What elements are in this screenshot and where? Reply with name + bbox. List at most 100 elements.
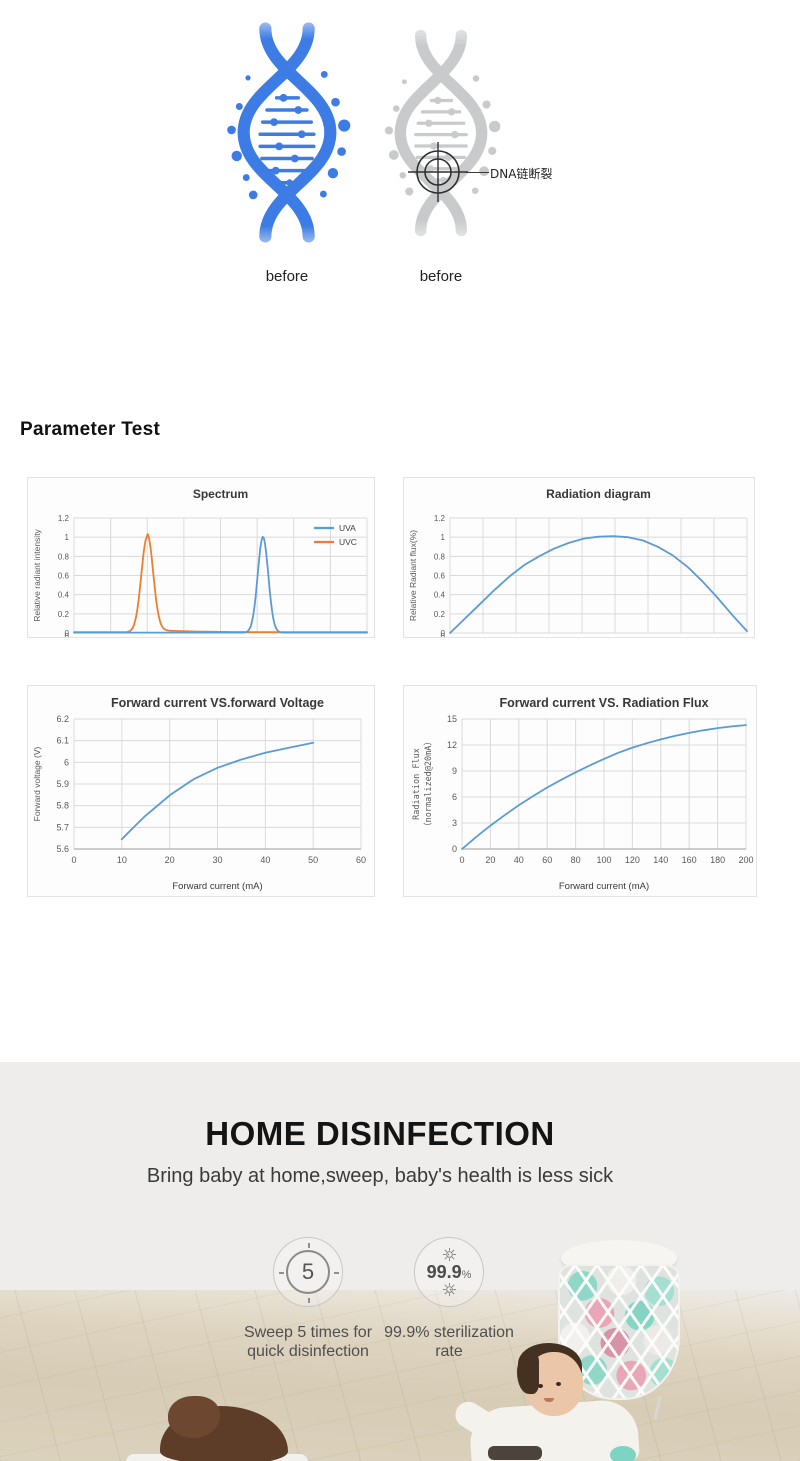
chart-radiation-diagram: 0 0.2 0.4 0.6 0.8 1 1.2 0 Radiation diagram Relat… — [403, 477, 755, 638]
dna-helix-gray — [380, 12, 502, 254]
svg-text:0: 0 — [65, 629, 70, 637]
dial-tick — [308, 1298, 310, 1303]
dna-gray-label: before — [419, 268, 463, 285]
svg-text:Forward current VS. Radiation: Forward current VS. Radiation Flux — [499, 696, 708, 710]
svg-text:0: 0 — [441, 629, 446, 637]
svg-text:1.2: 1.2 — [58, 514, 70, 523]
caption-line: quick disinfection — [247, 1343, 369, 1360]
svg-text:1: 1 — [441, 533, 446, 542]
svg-text:UVC: UVC — [339, 537, 357, 547]
svg-text:0.6: 0.6 — [58, 572, 70, 581]
svg-text:80: 80 — [571, 855, 581, 865]
svg-text:6.1: 6.1 — [56, 736, 69, 746]
svg-text:0.6: 0.6 — [434, 572, 446, 581]
sterilization-number: 99.9 — [426, 1262, 462, 1282]
dial-tick — [279, 1272, 284, 1274]
caption-line: Sweep 5 times for — [243, 1324, 373, 1341]
svg-text:0.8: 0.8 — [58, 552, 70, 561]
dna-helix-blue-graphic — [222, 5, 352, 260]
svg-text:Forward current (mA): Forward current (mA) — [559, 881, 649, 892]
svg-text:200: 200 — [738, 855, 753, 865]
svg-text:0.4: 0.4 — [434, 591, 446, 600]
svg-text:Relative radiant intensity: Relative radiant intensity — [32, 528, 42, 621]
dial-tick — [308, 1243, 310, 1248]
sterilization-badge-caption: 99.9% sterilization rate — [364, 1323, 534, 1361]
svg-text:5.6: 5.6 — [56, 844, 69, 854]
sweep-badge-caption: Sweep 5 times for quick disinfection — [218, 1323, 398, 1361]
svg-text:0: 0 — [441, 632, 446, 637]
svg-text:60: 60 — [356, 855, 366, 865]
svg-text:100: 100 — [596, 855, 611, 865]
svg-text:140: 140 — [653, 855, 668, 865]
svg-text:3: 3 — [452, 818, 457, 828]
dna-blue-label: before — [265, 268, 309, 285]
svg-text:Spectrum: Spectrum — [193, 487, 248, 501]
dna-break-annotation: DNA链断裂 — [490, 167, 553, 181]
germ-icon — [442, 1282, 456, 1297]
baby-toy — [488, 1446, 542, 1460]
caption-line: 99.9% sterilization — [384, 1324, 514, 1341]
svg-text:Radiation Flux: Radiation Flux — [412, 748, 422, 820]
svg-text:6.2: 6.2 — [56, 714, 69, 724]
svg-text:120: 120 — [625, 855, 640, 865]
home-disinfection-section: HOME DISINFECTION Bring baby at home,swe… — [0, 1062, 800, 1461]
svg-text:Forward current (mA): Forward current (mA) — [172, 881, 262, 892]
chart-current-vs-flux-plot: 0 3 6 9 12 15 0 20 40 60 80 100 120 140 160 180 200 Forwa… — [412, 696, 754, 892]
svg-text:（normalized@20mA）: （normalized@20mA） — [423, 737, 434, 831]
svg-text:9: 9 — [452, 766, 457, 776]
home-title: HOME DISINFECTION — [205, 1115, 555, 1152]
svg-text:0.4: 0.4 — [58, 591, 70, 600]
svg-text:0.2: 0.2 — [434, 610, 446, 619]
svg-text:60: 60 — [542, 855, 552, 865]
home-subtitle: Bring baby at home,sweep, baby's health … — [146, 1165, 614, 1187]
svg-text:20: 20 — [485, 855, 495, 865]
svg-text:5.7: 5.7 — [56, 822, 69, 832]
chart-spectrum: 0 0.2 0.4 0.6 0.8 1 1.2 0 Spectrum Relative radia… — [27, 477, 375, 638]
svg-text:0.2: 0.2 — [58, 610, 70, 619]
caption-line: rate — [435, 1343, 463, 1360]
svg-text:40: 40 — [260, 855, 270, 865]
svg-text:0.8: 0.8 — [434, 552, 446, 561]
dna-helix-gray-graphic — [380, 12, 502, 254]
svg-text:180: 180 — [710, 855, 725, 865]
chart-current-vs-flux: 0 3 6 9 12 15 0 20 40 60 80 100 120 140 160 180 200 Forwa… — [403, 685, 757, 897]
dna-helix-blue — [222, 5, 352, 260]
woman-hair-bun — [168, 1396, 220, 1438]
germ-icon — [442, 1247, 456, 1262]
sterilization-value: 99.9% — [427, 1263, 472, 1281]
svg-text:30: 30 — [212, 855, 222, 865]
percent-sign: % — [461, 1269, 472, 1281]
svg-text:5.9: 5.9 — [56, 779, 69, 789]
svg-text:160: 160 — [682, 855, 697, 865]
crosshair-target-icon — [408, 142, 468, 202]
svg-text:6: 6 — [452, 792, 457, 802]
annotation-connector-line — [466, 172, 489, 173]
svg-text:50: 50 — [308, 855, 318, 865]
svg-text:6: 6 — [64, 757, 69, 767]
svg-text:Relative Radiant flux(%): Relative Radiant flux(%) — [408, 530, 418, 621]
svg-text:1: 1 — [65, 533, 70, 542]
svg-text:Forward current VS.forward Vol: Forward current VS.forward Voltage — [111, 696, 324, 710]
svg-text:Forward voltage (V): Forward voltage (V) — [32, 747, 42, 822]
svg-text:1.2: 1.2 — [434, 514, 446, 523]
sterilization-badge: 99.9% — [414, 1237, 484, 1307]
svg-text:0: 0 — [452, 844, 457, 854]
baby-mouth — [544, 1398, 554, 1402]
parameter-test-heading: Parameter Test — [20, 419, 161, 440]
svg-text:Radiation diagram: Radiation diagram — [546, 487, 651, 501]
svg-text:5.8: 5.8 — [56, 801, 69, 811]
svg-text:12: 12 — [447, 740, 457, 750]
svg-text:10: 10 — [117, 855, 127, 865]
baby-eye — [556, 1382, 561, 1386]
svg-text:0: 0 — [459, 855, 464, 865]
svg-text:20: 20 — [165, 855, 175, 865]
sweep-times-badge: 5 — [273, 1237, 343, 1307]
svg-text:40: 40 — [514, 855, 524, 865]
baby-hair-side — [517, 1354, 539, 1394]
svg-text:0: 0 — [65, 632, 70, 637]
sweep-times-value: 5 — [286, 1250, 330, 1294]
chart-current-vs-voltage: 5.6 5.7 5.8 5.9 6 6.1 6.2 0 10 20 30 40 50 60 Forward … — [27, 685, 375, 897]
